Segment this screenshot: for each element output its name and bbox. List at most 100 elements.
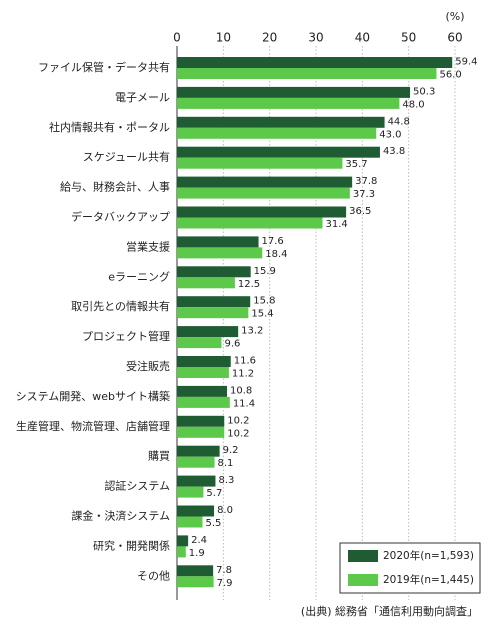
category-label: 取引先との情報共有 [71,299,170,313]
value-label: 44.8 [388,116,410,127]
category-label: 社内情報共有・ポータル [49,120,170,134]
value-label: 10.2 [227,428,249,439]
bar [177,296,251,308]
bar [177,426,225,438]
value-label: 1.9 [189,548,205,559]
bar [177,546,186,558]
bar [177,456,215,468]
category-label: eラーニング [108,269,170,283]
bar [177,486,204,498]
value-label: 37.3 [353,189,375,200]
value-label: 13.2 [241,326,263,337]
value-label: 10.8 [230,385,252,396]
category-label: データバックアップ [71,210,170,224]
x-tick-label: 20 [262,31,277,45]
value-label: 5.5 [205,518,221,529]
value-label: 10.2 [227,415,249,426]
value-label: 37.8 [355,176,377,187]
value-label: 15.9 [254,266,276,277]
value-label: 11.4 [233,398,255,409]
legend-label: 2020年(n=1,593) [383,549,474,562]
bar [177,176,353,188]
value-label: 56.0 [439,70,461,81]
value-label: 8.0 [217,505,233,516]
bar [177,385,228,397]
bar [177,57,453,68]
bar [177,236,259,248]
x-tick-label: 0 [173,31,181,45]
legend-label: 2019年(n=1,445) [383,573,474,586]
value-label: 7.8 [216,565,232,576]
category-label: プロジェクト管理 [82,329,170,343]
value-label: 15.4 [251,309,273,320]
x-unit: (%) [445,10,464,23]
bar [177,277,235,289]
legend-swatch [348,574,378,586]
category-label: 生産管理、物流管理、店舗管理 [16,419,170,433]
bar [177,326,239,338]
bar [177,516,203,528]
value-label: 36.5 [349,206,371,217]
value-label: 15.8 [253,296,275,307]
bar [177,68,437,79]
bar [177,97,400,109]
category-label: 受注販売 [126,359,170,373]
bar [177,576,214,588]
category-label: 認証システム [104,479,170,493]
value-label: 5.7 [206,488,222,499]
bar [177,356,231,367]
category-label: 研究・開発関係 [93,538,170,552]
x-tick-label: 40 [355,31,370,45]
value-label: 2.4 [191,535,207,546]
category-label: 給与、財務会計、人事 [60,180,170,194]
bar [177,127,377,139]
legend-swatch [348,550,378,562]
value-label: 43.8 [383,146,405,157]
value-label: 17.6 [262,236,284,247]
bar [177,535,189,547]
bar [177,266,251,278]
bar [177,116,385,128]
bar [177,337,222,349]
bar [177,146,380,158]
category-label: 課金・決済システム [71,509,170,523]
value-label: 9.2 [223,445,239,456]
x-tick-label: 30 [308,31,323,45]
value-label: 9.6 [224,339,240,350]
bar [177,206,347,218]
bar [177,187,350,199]
x-tick-label: 50 [401,31,416,45]
value-label: 43.0 [379,129,401,140]
value-label: 48.0 [402,99,424,110]
category-label: 電子メール [115,91,170,104]
bar [177,307,249,319]
value-label: 11.6 [234,356,256,367]
bar [177,367,229,378]
value-label: 50.3 [413,86,435,97]
value-label: 8.3 [218,475,234,486]
category-label: スケジュール共有 [83,150,170,164]
category-label: ファイル保管・データ共有 [38,60,170,74]
bar [177,445,220,457]
category-label: その他 [137,569,170,582]
source: (出典) 総務省「通信利用動向調査」 [301,604,478,618]
bar [177,505,215,517]
bar [177,86,411,98]
value-label: 11.2 [232,369,254,380]
bar [177,475,216,487]
x-tick-label: 10 [216,31,231,45]
value-label: 31.4 [325,219,347,230]
value-label: 18.4 [265,249,287,260]
bar [177,415,225,427]
value-label: 7.9 [217,578,233,589]
bar [177,217,323,229]
bar [177,565,214,577]
value-label: 8.1 [218,458,234,469]
x-tick-label: 60 [447,31,462,45]
bar [177,396,230,408]
value-label: 12.5 [238,279,260,290]
category-label: システム開発、webサイト構築 [16,389,170,403]
category-label: 営業支援 [126,239,170,253]
bar [177,247,263,259]
